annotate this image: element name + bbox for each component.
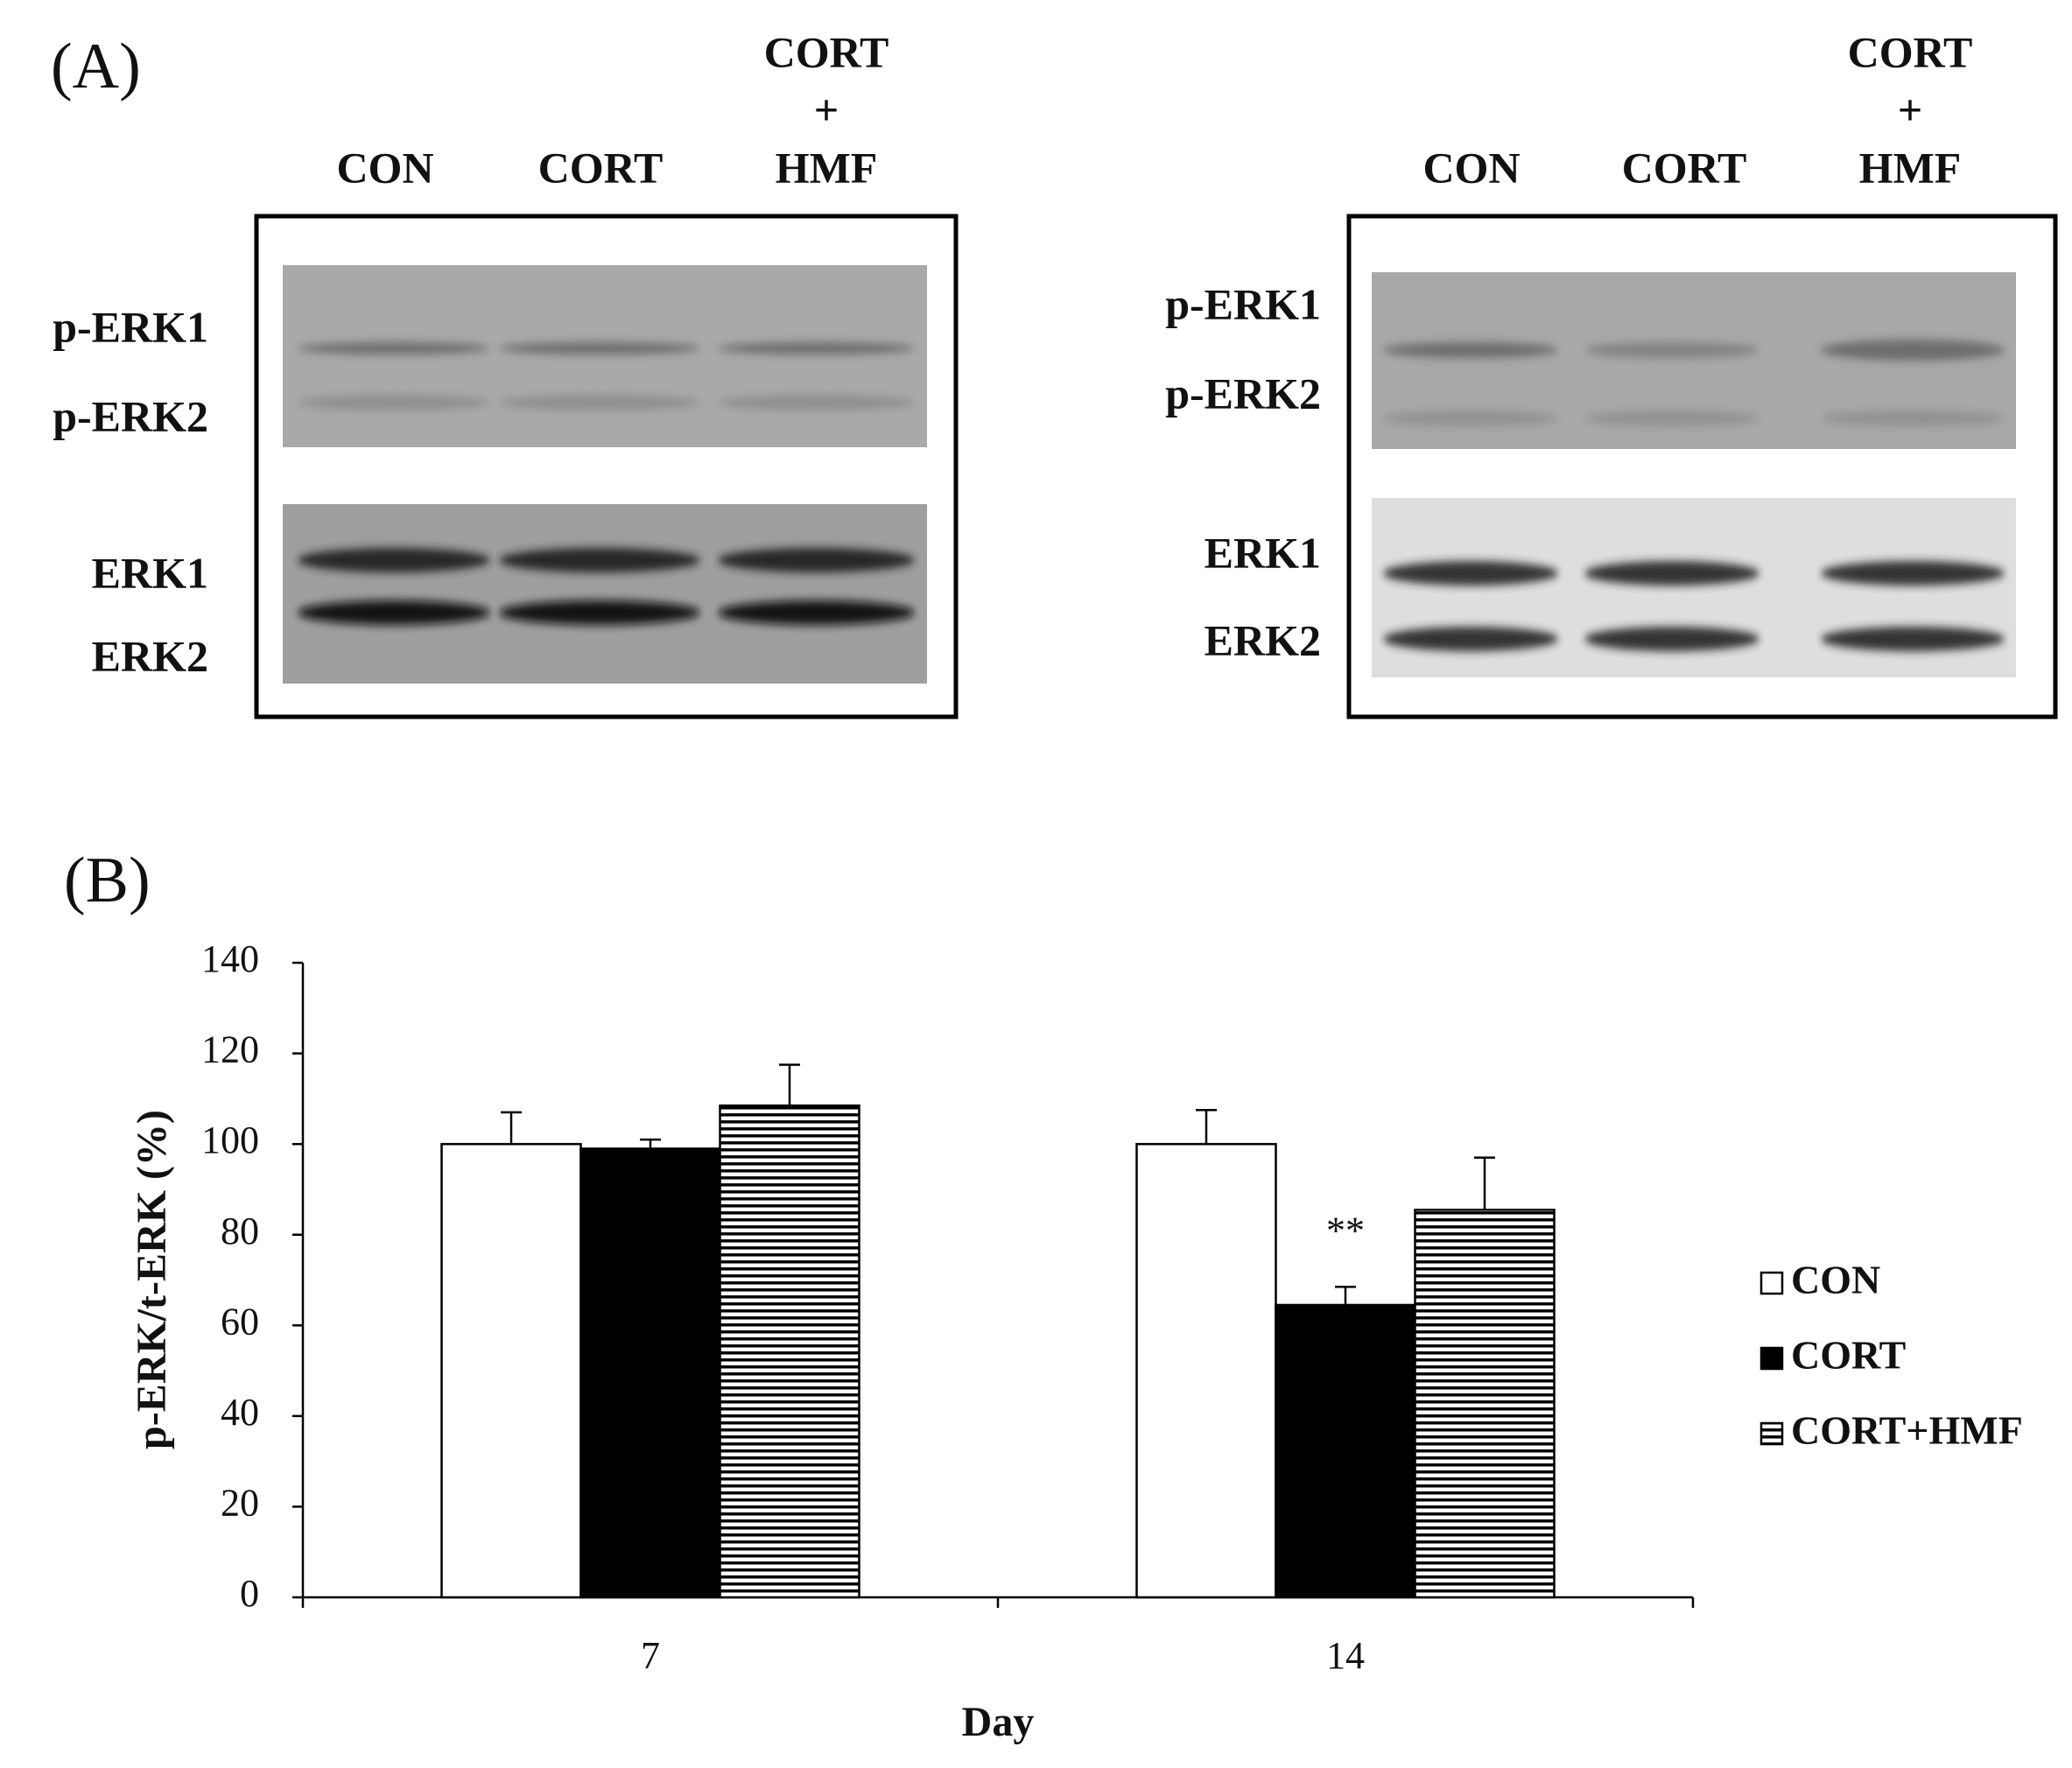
lane-label: CORT xyxy=(1622,143,1747,192)
band-label: p-ERK2 xyxy=(53,391,208,440)
lane-label: + xyxy=(1898,85,1923,134)
bar xyxy=(1135,1142,1277,1599)
blot-band xyxy=(298,600,490,625)
blot-band xyxy=(1584,561,1759,586)
error-bar xyxy=(501,1111,522,1145)
blot-band xyxy=(298,548,490,572)
bar xyxy=(1275,1303,1416,1599)
y-tick-label: 40 xyxy=(221,1391,259,1434)
y-tick-label: 140 xyxy=(201,937,259,980)
blot-band xyxy=(1383,561,1558,586)
blot-frame xyxy=(254,214,959,719)
error-bar xyxy=(1335,1286,1356,1305)
blot-band xyxy=(298,342,490,354)
blot-band xyxy=(1584,627,1759,651)
y-tick-label: 100 xyxy=(201,1119,259,1161)
band-label: ERK1 xyxy=(92,548,208,597)
y-tick-label: 60 xyxy=(221,1300,259,1343)
lane-label: HMF xyxy=(1859,143,1962,192)
band-label: ERK1 xyxy=(1205,528,1321,577)
annotation: ** xyxy=(1326,1209,1365,1252)
legend-swatch xyxy=(1759,1421,1784,1446)
panel-label: (B) xyxy=(64,845,151,916)
lane-label: CON xyxy=(1422,143,1520,192)
blot-band xyxy=(499,600,700,625)
band-label: ERK2 xyxy=(92,631,208,680)
legend-swatch xyxy=(1759,1346,1784,1371)
error-bar xyxy=(1196,1109,1217,1145)
lane-label: HMF xyxy=(776,143,878,192)
y-tick-label: 120 xyxy=(201,1028,259,1071)
x-tick-label: 7 xyxy=(641,1634,660,1677)
blot-image xyxy=(283,265,927,447)
blot-image xyxy=(283,504,927,684)
blot-band xyxy=(499,342,700,354)
blot-band xyxy=(298,395,490,410)
blot-band xyxy=(1821,627,2005,651)
bar xyxy=(440,1142,582,1599)
blot-band xyxy=(1821,340,2005,361)
x-axis-title: Day xyxy=(962,1699,1035,1745)
bar xyxy=(719,1104,860,1599)
lane-label: CORT xyxy=(538,143,664,192)
blot-band xyxy=(1383,410,1558,426)
blot-frame xyxy=(1346,214,2058,719)
lane-label: CON xyxy=(336,143,433,192)
legend-label: CORT xyxy=(1791,1333,1906,1378)
y-tick-label: 80 xyxy=(221,1210,259,1252)
blot-band xyxy=(1584,342,1759,358)
error-bar xyxy=(779,1063,800,1106)
blot-band xyxy=(718,395,915,410)
blot-band xyxy=(718,548,915,572)
x-tick-label: 14 xyxy=(1326,1634,1365,1677)
legend-label: CON xyxy=(1791,1258,1880,1302)
lane-label: CORT xyxy=(1848,27,1973,76)
bar xyxy=(579,1147,721,1599)
blot-band xyxy=(1383,342,1558,358)
blot-band xyxy=(1821,410,2005,426)
panel-label: (A) xyxy=(51,31,141,102)
blot-bands xyxy=(298,340,2005,651)
band-label: p-ERK1 xyxy=(53,302,208,351)
error-bar xyxy=(1474,1156,1495,1210)
blot-band xyxy=(499,395,700,410)
blot-band xyxy=(1584,410,1759,426)
y-tick-label: 0 xyxy=(240,1572,259,1615)
legend-label: CORT+HMF xyxy=(1791,1408,2023,1453)
lane-label: + xyxy=(814,85,839,134)
blot-band xyxy=(718,600,915,625)
lane-label: CORT xyxy=(764,27,889,76)
band-label: p-ERK1 xyxy=(1165,279,1321,328)
bar xyxy=(1414,1208,1556,1599)
band-label: ERK2 xyxy=(1205,615,1321,664)
error-bar xyxy=(640,1138,661,1149)
blot-band xyxy=(1821,561,2005,586)
y-tick-label: 20 xyxy=(221,1482,259,1525)
blot-band xyxy=(718,342,915,354)
y-axis-title: p-ERK/t-ERK (%) xyxy=(129,1110,175,1449)
blot-band xyxy=(1383,627,1558,651)
band-label: p-ERK2 xyxy=(1165,368,1321,417)
blot-band xyxy=(499,548,700,572)
legend-swatch xyxy=(1759,1271,1784,1295)
